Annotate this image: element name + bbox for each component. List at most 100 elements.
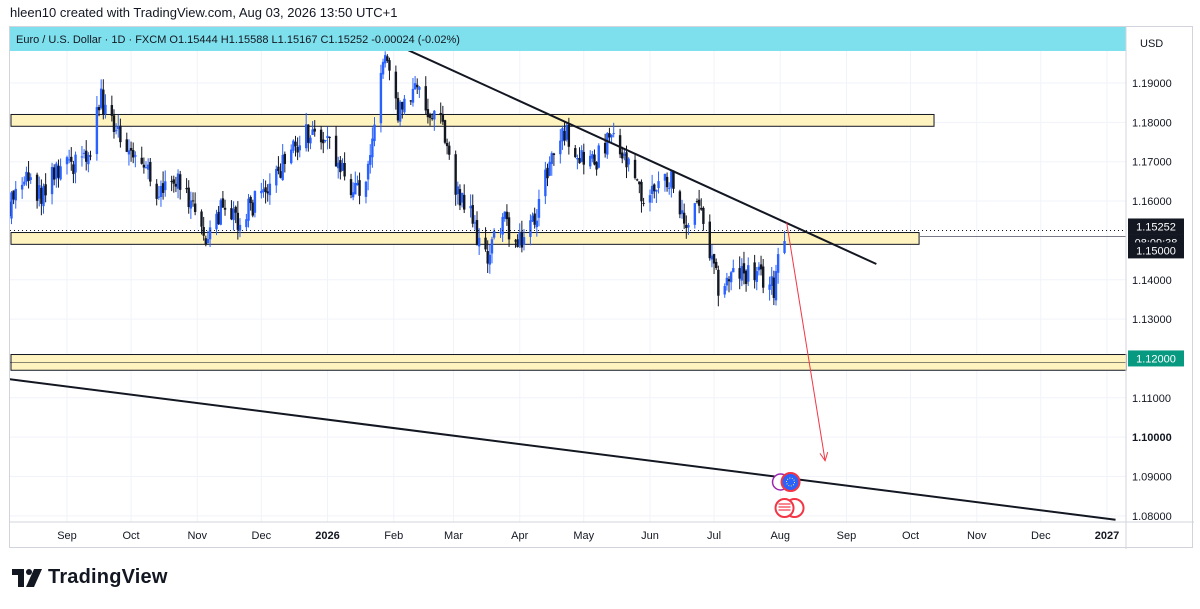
- support-resistance-zones[interactable]: [10, 113, 1127, 371]
- candle-body: [670, 171, 673, 188]
- candle-body: [712, 254, 716, 264]
- trendline[interactable]: [367, 30, 877, 265]
- economic-events[interactable]: [771, 472, 805, 518]
- candle-body: [514, 240, 517, 242]
- projection-arrow-shaft[interactable]: [786, 222, 826, 461]
- candle-body: [102, 89, 105, 115]
- us-flag-icon[interactable]: [774, 498, 795, 518]
- candle-body: [394, 71, 398, 99]
- candle-body: [230, 208, 233, 220]
- candle-body: [668, 187, 671, 189]
- time-tick-label: Oct: [902, 530, 919, 542]
- candle-body: [65, 157, 69, 165]
- candle-body: [354, 182, 357, 195]
- price-zone[interactable]: [10, 113, 935, 127]
- candle-body: [507, 217, 511, 240]
- price-zone[interactable]: [10, 232, 920, 245]
- candle-body: [518, 232, 521, 246]
- eu-flag-icon[interactable]: [780, 472, 801, 492]
- candle-body: [309, 137, 312, 144]
- candle-body: [140, 157, 143, 164]
- candle-body: [621, 152, 624, 159]
- candle-body: [640, 181, 643, 202]
- time-tick-label: Feb: [384, 530, 403, 542]
- candle-body: [648, 195, 652, 203]
- candle-body: [488, 254, 492, 265]
- price-axis[interactable]: 1.19000 1.18000 1.17000 1.16000 1.14000 1.130…: [1128, 78, 1184, 523]
- candle-body: [337, 162, 340, 169]
- candle-body: [411, 88, 415, 103]
- candle-body: [322, 139, 325, 144]
- candle-body: [740, 266, 744, 281]
- trendlines[interactable]: [10, 30, 1126, 521]
- candle-body: [371, 138, 374, 158]
- candle-body: [742, 263, 746, 274]
- candle-body: [552, 153, 556, 155]
- chart-frame[interactable]: Euro / U.S. Dollar · 1D · FXCM O1.15444 …: [9, 26, 1194, 549]
- time-tick-label: May: [573, 530, 594, 542]
- candle-body: [277, 166, 280, 172]
- time-tick-label: Aug: [770, 530, 790, 542]
- price-tick-label: 1.16000: [1132, 196, 1172, 208]
- candle-body: [535, 220, 539, 228]
- last-price-label[interactable]: 1.15252: [1136, 221, 1176, 233]
- candle-body: [700, 207, 703, 210]
- price-tick-label: 1.11000: [1132, 393, 1171, 405]
- candle-body: [217, 211, 220, 225]
- candle-body: [87, 154, 90, 165]
- candle-body: [685, 224, 688, 229]
- candle-body: [298, 145, 301, 151]
- candle-body: [529, 220, 532, 237]
- candle-body: [490, 239, 494, 254]
- candle-body: [759, 264, 763, 270]
- candle-body: [578, 158, 581, 164]
- tradingview-logo[interactable]: TradingView: [12, 566, 168, 589]
- candle-body: [612, 133, 615, 135]
- time-tick-label: Mar: [444, 530, 463, 542]
- support-price-label-bg: [1128, 242, 1184, 259]
- candle-body: [627, 158, 630, 165]
- candle-body: [249, 196, 252, 204]
- candle-body: [772, 277, 776, 298]
- support-price-label[interactable]: 1.15000: [1136, 245, 1176, 257]
- candle-body: [471, 205, 474, 224]
- price-tick-label: 1.09000: [1132, 472, 1172, 484]
- legend-band: [10, 27, 1126, 51]
- price-chart[interactable]: Euro / U.S. Dollar · 1D · FXCM O1.15444 …: [10, 27, 1194, 549]
- candle-body: [544, 169, 547, 197]
- candle-body: [697, 199, 701, 206]
- candle-body: [232, 209, 235, 221]
- candle-body: [247, 198, 250, 221]
- candle-body: [441, 113, 445, 122]
- trendline[interactable]: [10, 378, 1116, 521]
- candle-body: [14, 188, 17, 201]
- candle-body: [324, 140, 327, 142]
- time-axis[interactable]: Sep Oct Nov Dec 2026 Feb Mar Apr May Jun Jul Aug Sep…: [57, 530, 1119, 542]
- projection-arrow[interactable]: [786, 222, 829, 462]
- candle-body: [723, 286, 726, 295]
- candle-body: [125, 139, 128, 152]
- candle-body: [178, 174, 182, 190]
- candle-body: [565, 125, 568, 140]
- candle-body: [618, 135, 622, 155]
- candle-body: [104, 104, 107, 115]
- candle-body: [503, 211, 506, 219]
- candle-body: [753, 262, 756, 281]
- candle-body: [95, 107, 99, 155]
- candle-body: [761, 266, 765, 288]
- candle-body: [351, 192, 355, 198]
- candle-body: [418, 87, 421, 90]
- time-tick-label: Sep: [57, 530, 77, 542]
- candle-body: [112, 115, 116, 132]
- candle-body: [275, 168, 278, 186]
- candle-body: [97, 107, 101, 111]
- time-tick-label: Jun: [641, 530, 659, 542]
- candle-body: [522, 237, 526, 245]
- candle-body: [650, 185, 654, 194]
- chart-attribution: hleen10 created with TradingView.com, Au…: [10, 5, 398, 20]
- candle-body: [296, 147, 299, 153]
- candle-body: [580, 150, 583, 163]
- symbol-legend[interactable]: Euro / U.S. Dollar · 1D · FXCM O1.15444 …: [16, 34, 460, 46]
- target-price-label[interactable]: 1.12000: [1136, 353, 1176, 365]
- candle-body: [176, 173, 180, 189]
